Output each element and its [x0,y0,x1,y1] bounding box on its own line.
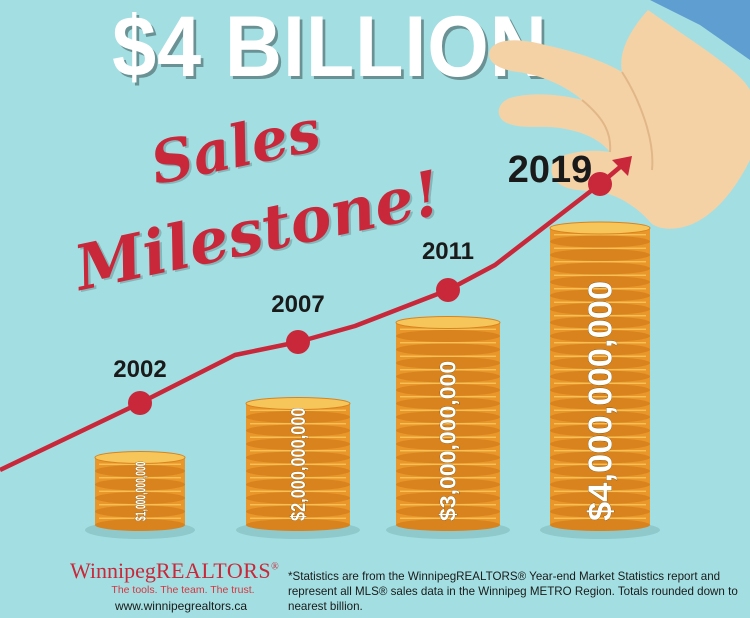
coin-edge [396,370,500,383]
logo-registered-mark: ® [271,561,279,573]
coin-edge [550,465,650,477]
coin-edge [396,465,500,477]
coin-edge [550,505,650,518]
coin-edge [550,235,650,248]
coin-edge [550,451,650,464]
coin-edge [396,451,500,464]
logo-wordmark: WinnipegREALTORS® [70,558,279,583]
hand-illustration [489,0,750,229]
trend-point-2011 [436,278,460,302]
value-label-2011: $3,000,000,000 [436,361,461,521]
logo-tagline: The tools. The team. The trust. [111,584,255,596]
website-link[interactable]: www.winnipegrealtors.ca [114,599,248,613]
coin-edge [95,505,185,518]
coin-edge [550,519,650,531]
coin-edge [246,478,350,491]
coin-edge [550,330,650,342]
coin-stack-2007 [236,397,360,539]
coin-edge [550,397,650,410]
coin-edge [396,330,500,342]
coin-edge [550,424,650,437]
coin-edge [95,478,185,491]
value-label-2019: $4,000,000,000 [582,281,619,521]
hand [489,10,750,229]
coin-edge [396,384,500,396]
trend-point-2002 [128,391,152,415]
coin-edge [550,478,650,491]
coin-edge [550,316,650,329]
coin-top [549,221,651,235]
coin-edge [95,519,185,531]
coin-edge [550,303,650,315]
coin-edge [246,424,350,437]
coin-edge [396,505,500,518]
coin-edge [396,343,500,356]
trend-arrowhead [612,156,632,176]
coin-edge [396,411,500,423]
logo-word-realtors: REALTORS [155,558,272,583]
coin-edge [550,289,650,302]
coin-stack-2011 [386,316,510,539]
coin-edge [95,465,185,477]
coin-edge [550,370,650,383]
coin-top [94,451,186,464]
coin-edge [396,357,500,369]
year-label-2011: 2011 [422,238,474,265]
coin-edge [550,438,650,450]
coin-edge [550,262,650,275]
coin-stack-2002 [85,451,195,539]
coin-edge [246,438,350,450]
coin-edge [396,424,500,437]
coin-edge [550,411,650,423]
coin-edge [396,397,500,410]
headline: $4 BILLION [112,0,548,95]
coin-stack-2019 [540,221,660,539]
coin-edge [550,357,650,369]
coin-edge [396,478,500,491]
trend-point-2019 [588,172,612,196]
coin-edge [246,519,350,531]
sleeve [650,0,750,60]
coin-edge [246,451,350,464]
year-label-2002: 2002 [113,356,166,383]
footnote: *Statistics are from the WinnipegREALTOR… [288,570,738,613]
year-label-2007: 2007 [271,291,324,318]
coin-edge [396,519,500,531]
value-label-2007: $2,000,000,000 [288,408,310,522]
trend-line [0,160,628,473]
winnipeg-realtors-logo[interactable]: WinnipegREALTORS® The tools. The team. T… [70,558,279,614]
coin-edge [246,492,350,504]
coin-edge [396,438,500,450]
logo-word-winnipeg: Winnipeg [70,558,156,583]
coin-edge [396,492,500,504]
coin-edge [550,276,650,288]
coin-edge [246,411,350,423]
year-label-2019: 2019 [508,149,593,191]
coin-edge [550,343,650,356]
coin-edge [95,492,185,504]
trend-point-2007 [286,330,310,354]
coin-edge [246,465,350,477]
coin-edge [550,249,650,261]
coin-edge [246,505,350,518]
value-label-2002: $1,000,000,000 [132,462,149,522]
coin-edge [550,492,650,504]
coin-edge [550,384,650,396]
coin-top [245,397,351,410]
coin-top [395,316,501,329]
